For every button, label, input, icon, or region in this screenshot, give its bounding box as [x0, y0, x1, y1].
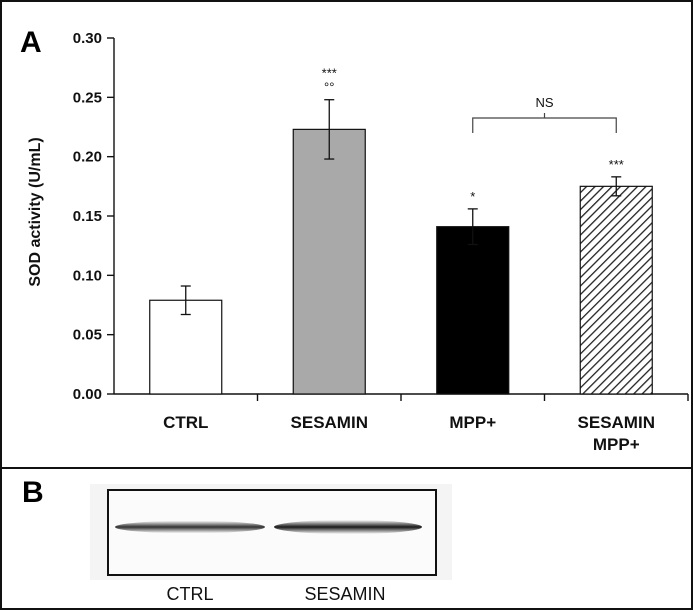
significance-marker: ***: [609, 157, 624, 172]
y-tick-label: 0.25: [73, 89, 102, 106]
blot-band: [274, 520, 422, 534]
bar: [292, 128, 366, 395]
y-axis-label: SOD activity (U/mL): [27, 137, 44, 286]
blot-lane-label: CTRL: [166, 584, 213, 604]
y-tick-label: 0.15: [73, 208, 102, 225]
bar: [436, 226, 510, 395]
panel-a: A SOD activity (U/mL) 0.00 0.05 0.10 0.15 0.…: [20, 26, 689, 454]
blot-band: [115, 520, 265, 534]
panel-b: B CTRL SESAMIN: [22, 476, 452, 604]
significance-marker: °°: [324, 80, 334, 95]
x-category-label: MPP+: [449, 413, 496, 432]
x-category-label: MPP+: [593, 435, 640, 454]
y-tick-label: 0.05: [73, 327, 102, 344]
y-tick-label: 0.10: [73, 267, 102, 284]
x-category-label: SESAMIN: [578, 413, 655, 432]
x-category-label: SESAMIN: [291, 413, 368, 432]
significance-marker: *: [470, 189, 475, 204]
y-tick-label: 0.20: [73, 149, 102, 166]
y-tick-label: 0.30: [73, 30, 102, 47]
panel-a-letter: A: [20, 26, 42, 59]
bar: [579, 185, 653, 395]
y-tick-label: 0.00: [73, 386, 102, 403]
bar: [149, 299, 223, 395]
x-category-label: CTRL: [163, 413, 208, 432]
ns-bracket: [472, 117, 617, 133]
ns-label: NS: [535, 95, 553, 110]
blot-lane-label: SESAMIN: [304, 584, 385, 604]
significance-marker: ***: [322, 66, 337, 81]
panel-b-letter: B: [22, 476, 44, 509]
